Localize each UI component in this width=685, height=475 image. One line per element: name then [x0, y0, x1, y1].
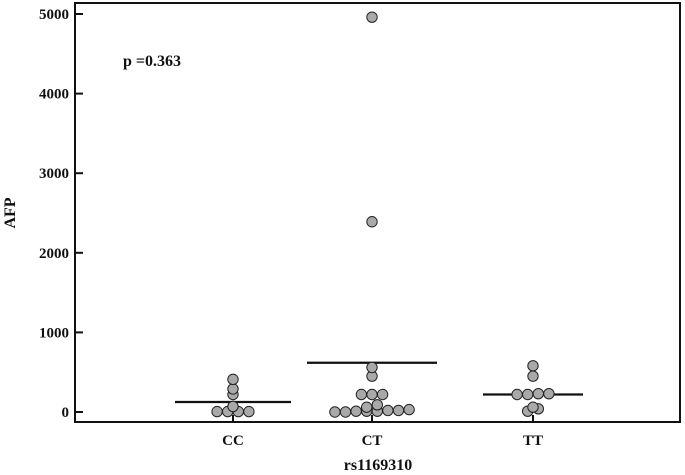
- data-point-ct: [350, 405, 362, 417]
- data-point-tt: [543, 387, 555, 400]
- data-point-ct: [403, 403, 415, 416]
- data-point-tt: [527, 401, 539, 413]
- y-axis: 0 1000 2000 3000 4000 5000: [39, 7, 83, 421]
- y-tick-label: 0: [62, 405, 70, 421]
- data-point-cc: [211, 405, 223, 418]
- data-marks: [175, 11, 583, 418]
- data-point-ct: [329, 406, 341, 418]
- x-axis-title: rs1169310: [344, 457, 412, 474]
- p-value-annotation: p =0.363: [123, 53, 181, 70]
- data-point-ct: [339, 406, 352, 418]
- data-point-ct: [376, 388, 389, 401]
- x-tick-label: TT: [523, 433, 543, 449]
- x-axis: CC CT TT: [222, 415, 543, 449]
- data-point-ct: [371, 399, 383, 411]
- y-tick-label: 5000: [39, 7, 69, 23]
- x-tick-label: CT: [362, 433, 383, 449]
- data-point-tt: [527, 370, 539, 382]
- data-point-ct: [366, 11, 378, 23]
- data-point-ct: [361, 401, 373, 413]
- y-tick-label: 3000: [39, 166, 69, 182]
- data-point-ct: [366, 361, 378, 374]
- y-axis-title: AFP: [2, 197, 19, 228]
- data-point-cc: [243, 405, 255, 418]
- y-tick-label: 1000: [39, 325, 69, 341]
- data-point-tt: [527, 360, 539, 372]
- y-tick-label: 4000: [39, 87, 69, 103]
- data-point-cc: [227, 373, 239, 386]
- data-point-tt: [532, 387, 544, 400]
- data-point-cc: [227, 383, 239, 395]
- data-point-tt: [522, 388, 534, 401]
- data-point-ct: [366, 216, 378, 228]
- data-point-ct: [392, 404, 405, 417]
- data-point-ct: [355, 388, 368, 401]
- plot-frame: [74, 2, 681, 423]
- data-point-tt: [511, 388, 523, 401]
- data-point-ct: [366, 388, 378, 401]
- data-point-cc: [227, 400, 239, 413]
- data-point-ct: [382, 404, 394, 417]
- x-tick-label: CC: [222, 433, 244, 449]
- y-tick-label: 2000: [39, 246, 69, 262]
